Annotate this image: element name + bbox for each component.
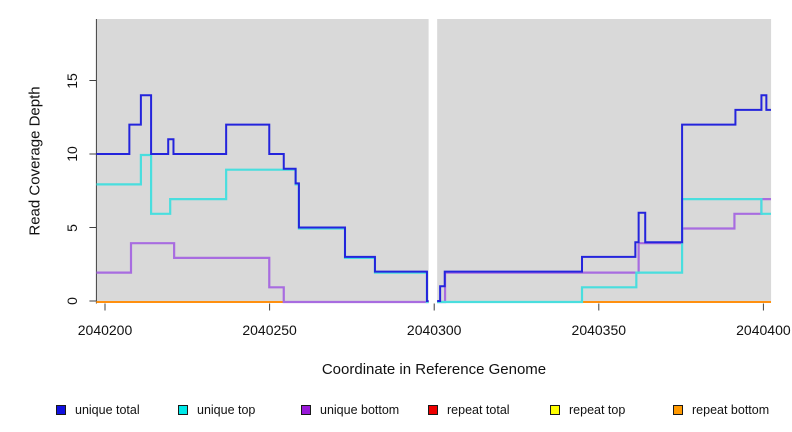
x-tick-label-2040400: 2040400	[736, 322, 791, 338]
unique-top-swatch-icon	[178, 405, 188, 415]
legend-label: unique bottom	[320, 403, 400, 417]
y-axis-title: Read Coverage Depth	[26, 86, 44, 236]
legend-item-unique-total: unique total	[56, 402, 140, 418]
y-tick-label-15: 15	[64, 72, 80, 89]
x-tick-label-2040300: 2040300	[406, 322, 462, 338]
legend-label: repeat bottom	[692, 403, 770, 417]
legend: unique total unique top unique bottom re…	[0, 402, 792, 422]
y-tick-label-5: 5	[64, 223, 80, 232]
legend-label: repeat top	[569, 403, 626, 417]
unique-total-swatch-icon	[56, 405, 66, 415]
x-tick-label-2040250: 2040250	[242, 322, 297, 338]
repeat-bottom-swatch-icon	[673, 405, 683, 415]
x-tick-label-2040350: 2040350	[571, 322, 627, 338]
y-tick-label-10: 10	[64, 146, 80, 162]
y-tick-label-0: 0	[64, 297, 80, 305]
legend-label: unique total	[75, 403, 140, 417]
x-tick-label-2040200: 2040200	[77, 322, 133, 338]
legend-item-unique-top: unique top	[178, 402, 255, 418]
legend-item-repeat-top: repeat top	[550, 402, 625, 418]
legend-item-repeat-bottom: repeat bottom	[673, 402, 769, 418]
legend-label: repeat total	[447, 403, 510, 417]
legend-item-unique-bottom: unique bottom	[301, 402, 399, 418]
repeat-total-swatch-icon	[428, 405, 438, 415]
repeat-top-swatch-icon	[550, 405, 560, 415]
legend-item-repeat-total: repeat total	[428, 402, 510, 418]
x-axis-title: Coordinate in Reference Genome	[321, 361, 547, 378]
legend-label: unique top	[197, 403, 256, 417]
unique-bottom-swatch-icon	[301, 405, 311, 415]
